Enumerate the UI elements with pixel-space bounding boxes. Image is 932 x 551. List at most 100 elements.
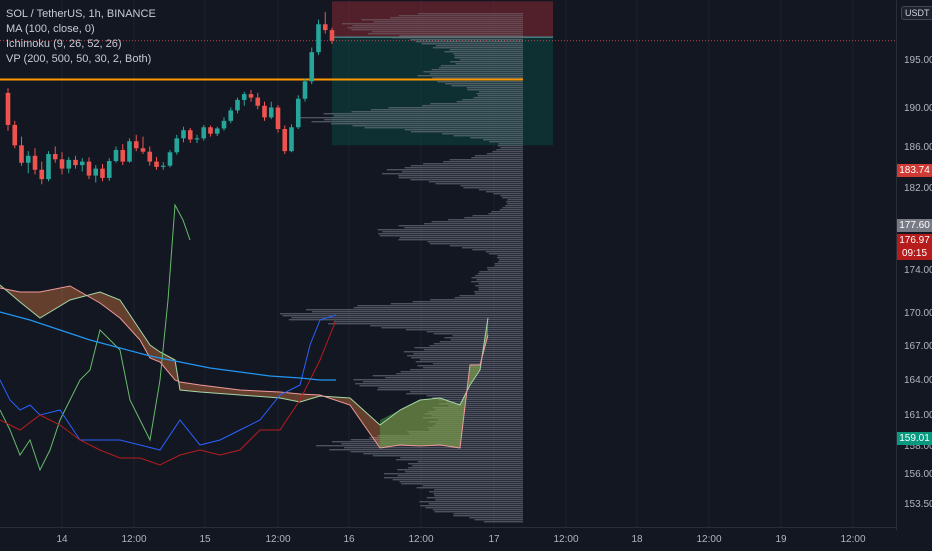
volume-profile-bar — [479, 271, 523, 273]
volume-profile-bar — [497, 255, 523, 257]
volume-profile-bar — [355, 383, 523, 385]
time-tick: 12:00 — [265, 534, 291, 545]
ma-indicator-label[interactable]: MA (100, close, 0) — [6, 23, 95, 35]
volume-profile-bar — [398, 225, 523, 227]
volume-profile-bar — [400, 457, 523, 459]
volume-profile-bar — [421, 43, 523, 45]
volume-profile-bar — [493, 193, 523, 195]
volume-profile-bar — [507, 199, 523, 201]
volume-profile-bar — [432, 509, 523, 511]
candle-body — [12, 124, 18, 146]
price-tick: 195.00 — [904, 55, 932, 66]
volume-profile-bar — [305, 309, 523, 311]
volume-profile-bar — [369, 437, 523, 439]
volume-profile-bar — [471, 277, 523, 279]
volume-profile-bar — [466, 87, 523, 89]
volume-profile-bar — [367, 33, 523, 35]
volume-profile-bar — [384, 477, 523, 479]
price-tick: 153.50 — [904, 499, 932, 510]
volume-profile-bar — [444, 51, 523, 53]
volume-profile-bar — [435, 183, 523, 185]
volume-profile-bar — [496, 257, 523, 259]
volume-profile-bar — [404, 227, 523, 229]
volume-profile-bar — [323, 113, 523, 115]
volume-profile-bar — [432, 77, 523, 79]
volume-profile-bar — [385, 377, 523, 379]
volume-profile-bar — [487, 269, 523, 271]
volume-profile-bar — [488, 253, 523, 255]
volume-profile-bar — [473, 97, 523, 99]
volume-profile-bar — [426, 497, 523, 499]
volume-profile-bar — [353, 307, 523, 309]
volume-profile-bar — [451, 85, 523, 87]
candle-body — [201, 127, 207, 139]
volume-profile-bar — [405, 329, 523, 331]
volume-profile-bar — [483, 139, 523, 141]
price-tick: 170.00 — [904, 308, 932, 319]
volume-profile-bar — [483, 521, 523, 523]
volume-profile-bar — [390, 17, 523, 19]
volume-profile-bar — [488, 213, 523, 215]
candle-body — [174, 138, 180, 153]
volume-profile-bar — [381, 173, 523, 175]
ichimoku-base-line — [0, 319, 337, 466]
price-tick: 158.00 — [904, 441, 932, 452]
volume-profile-bar — [453, 515, 523, 517]
volume-profile-indicator-label[interactable]: VP (200, 500, 50, 30, 2, Both) — [6, 53, 152, 65]
time-axis[interactable]: 14 12:00 15 12:00 16 12:00 17 12:00 18 1… — [0, 527, 896, 551]
volume-profile-bar — [323, 119, 523, 121]
ichimoku-span-b — [0, 285, 489, 449]
volume-profile-bar — [398, 175, 523, 177]
volume-profile-bar — [282, 315, 523, 317]
moving-average-line — [0, 311, 336, 381]
volume-profile-bar — [439, 67, 523, 69]
time-tick: 17 — [488, 534, 500, 545]
candle-body — [147, 151, 153, 162]
volume-profile-bar — [440, 65, 523, 67]
price-tick: 182.00 — [904, 183, 932, 194]
volume-profile-bar — [429, 345, 523, 347]
volume-profile-bar — [438, 403, 523, 405]
volume-profile-bar — [476, 93, 523, 95]
volume-profile-bar — [456, 101, 523, 103]
price-axis[interactable]: 195.00 190.00 186.00 182.00 174.00 170.0… — [896, 0, 932, 530]
candle-body — [5, 92, 11, 125]
currency-badge[interactable]: USDT — [901, 6, 932, 20]
volume-profile-bar — [507, 203, 523, 205]
price-tick: 164.00 — [904, 375, 932, 386]
volume-profile-bar — [474, 155, 523, 157]
volume-profile-bar — [404, 129, 523, 131]
candle-body — [309, 52, 315, 82]
volume-profile-bar — [478, 287, 523, 289]
volume-profile-bar — [494, 265, 523, 267]
volume-profile-bar — [453, 513, 523, 515]
volume-profile-bar — [474, 519, 523, 521]
candle-body — [100, 168, 105, 178]
volume-profile-bar — [384, 473, 523, 475]
candle-body — [208, 127, 213, 134]
volume-profile-bar — [429, 429, 523, 431]
volume-profile-bar — [500, 195, 523, 197]
volume-profile-bar — [486, 191, 523, 193]
price-tick: 167.00 — [904, 341, 932, 352]
volume-profile-bar — [396, 459, 523, 461]
volume-profile-bar — [453, 53, 523, 55]
volume-profile-bar — [372, 455, 523, 457]
volume-profile-bar — [401, 483, 523, 485]
symbol-title[interactable]: SOL / TetherUS, 1h, BINANCE — [6, 8, 156, 20]
volume-profile-bar — [410, 131, 523, 133]
volume-profile-bar — [428, 421, 523, 423]
volume-profile-bar — [334, 115, 523, 117]
volume-profile-bar — [411, 357, 523, 359]
candle-body — [59, 159, 65, 169]
time-tick: 12:00 — [696, 534, 722, 545]
volume-profile-bar — [435, 499, 523, 501]
candle-body — [154, 161, 159, 167]
ichimoku-indicator-label[interactable]: Ichimoku (9, 26, 52, 26) — [6, 38, 122, 50]
volume-profile-bar — [502, 207, 523, 209]
volume-profile-bar — [430, 299, 523, 301]
volume-profile-bar — [460, 185, 523, 187]
candle-body — [316, 24, 321, 53]
time-tick: 18 — [631, 534, 643, 545]
